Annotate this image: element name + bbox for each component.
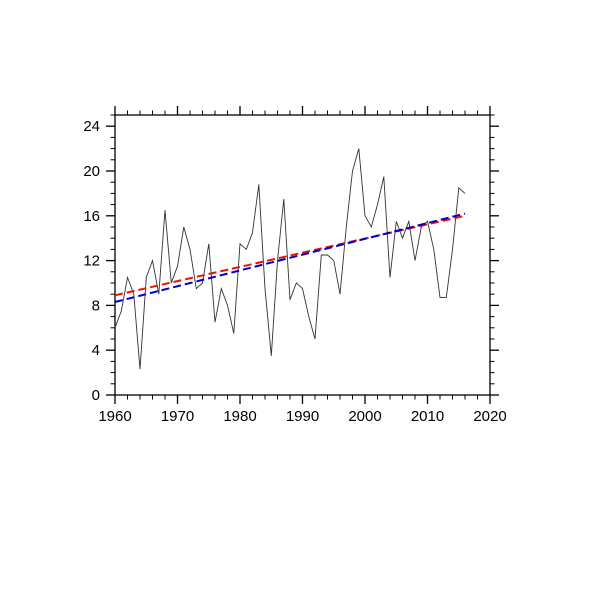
x-tick-label: 2000	[348, 408, 381, 425]
x-tick-label: 1960	[98, 408, 131, 425]
x-tick-label: 1970	[161, 408, 194, 425]
y-tick-label: 8	[92, 297, 100, 314]
y-tick-label: 12	[83, 253, 100, 270]
x-tick-label: 2010	[411, 408, 444, 425]
y-tick-label: 0	[92, 387, 100, 404]
y-tick-label: 24	[83, 118, 100, 135]
y-tick-label: 20	[83, 163, 100, 180]
y-tick-label: 16	[83, 208, 100, 225]
x-tick-label: 1980	[223, 408, 256, 425]
series-annual-values	[114, 148, 466, 370]
x-tick-label: 1990	[286, 408, 319, 425]
x-tick-label: 2020	[473, 408, 506, 425]
y-tick-label: 4	[92, 342, 100, 359]
series-trend-blue	[114, 212, 466, 303]
